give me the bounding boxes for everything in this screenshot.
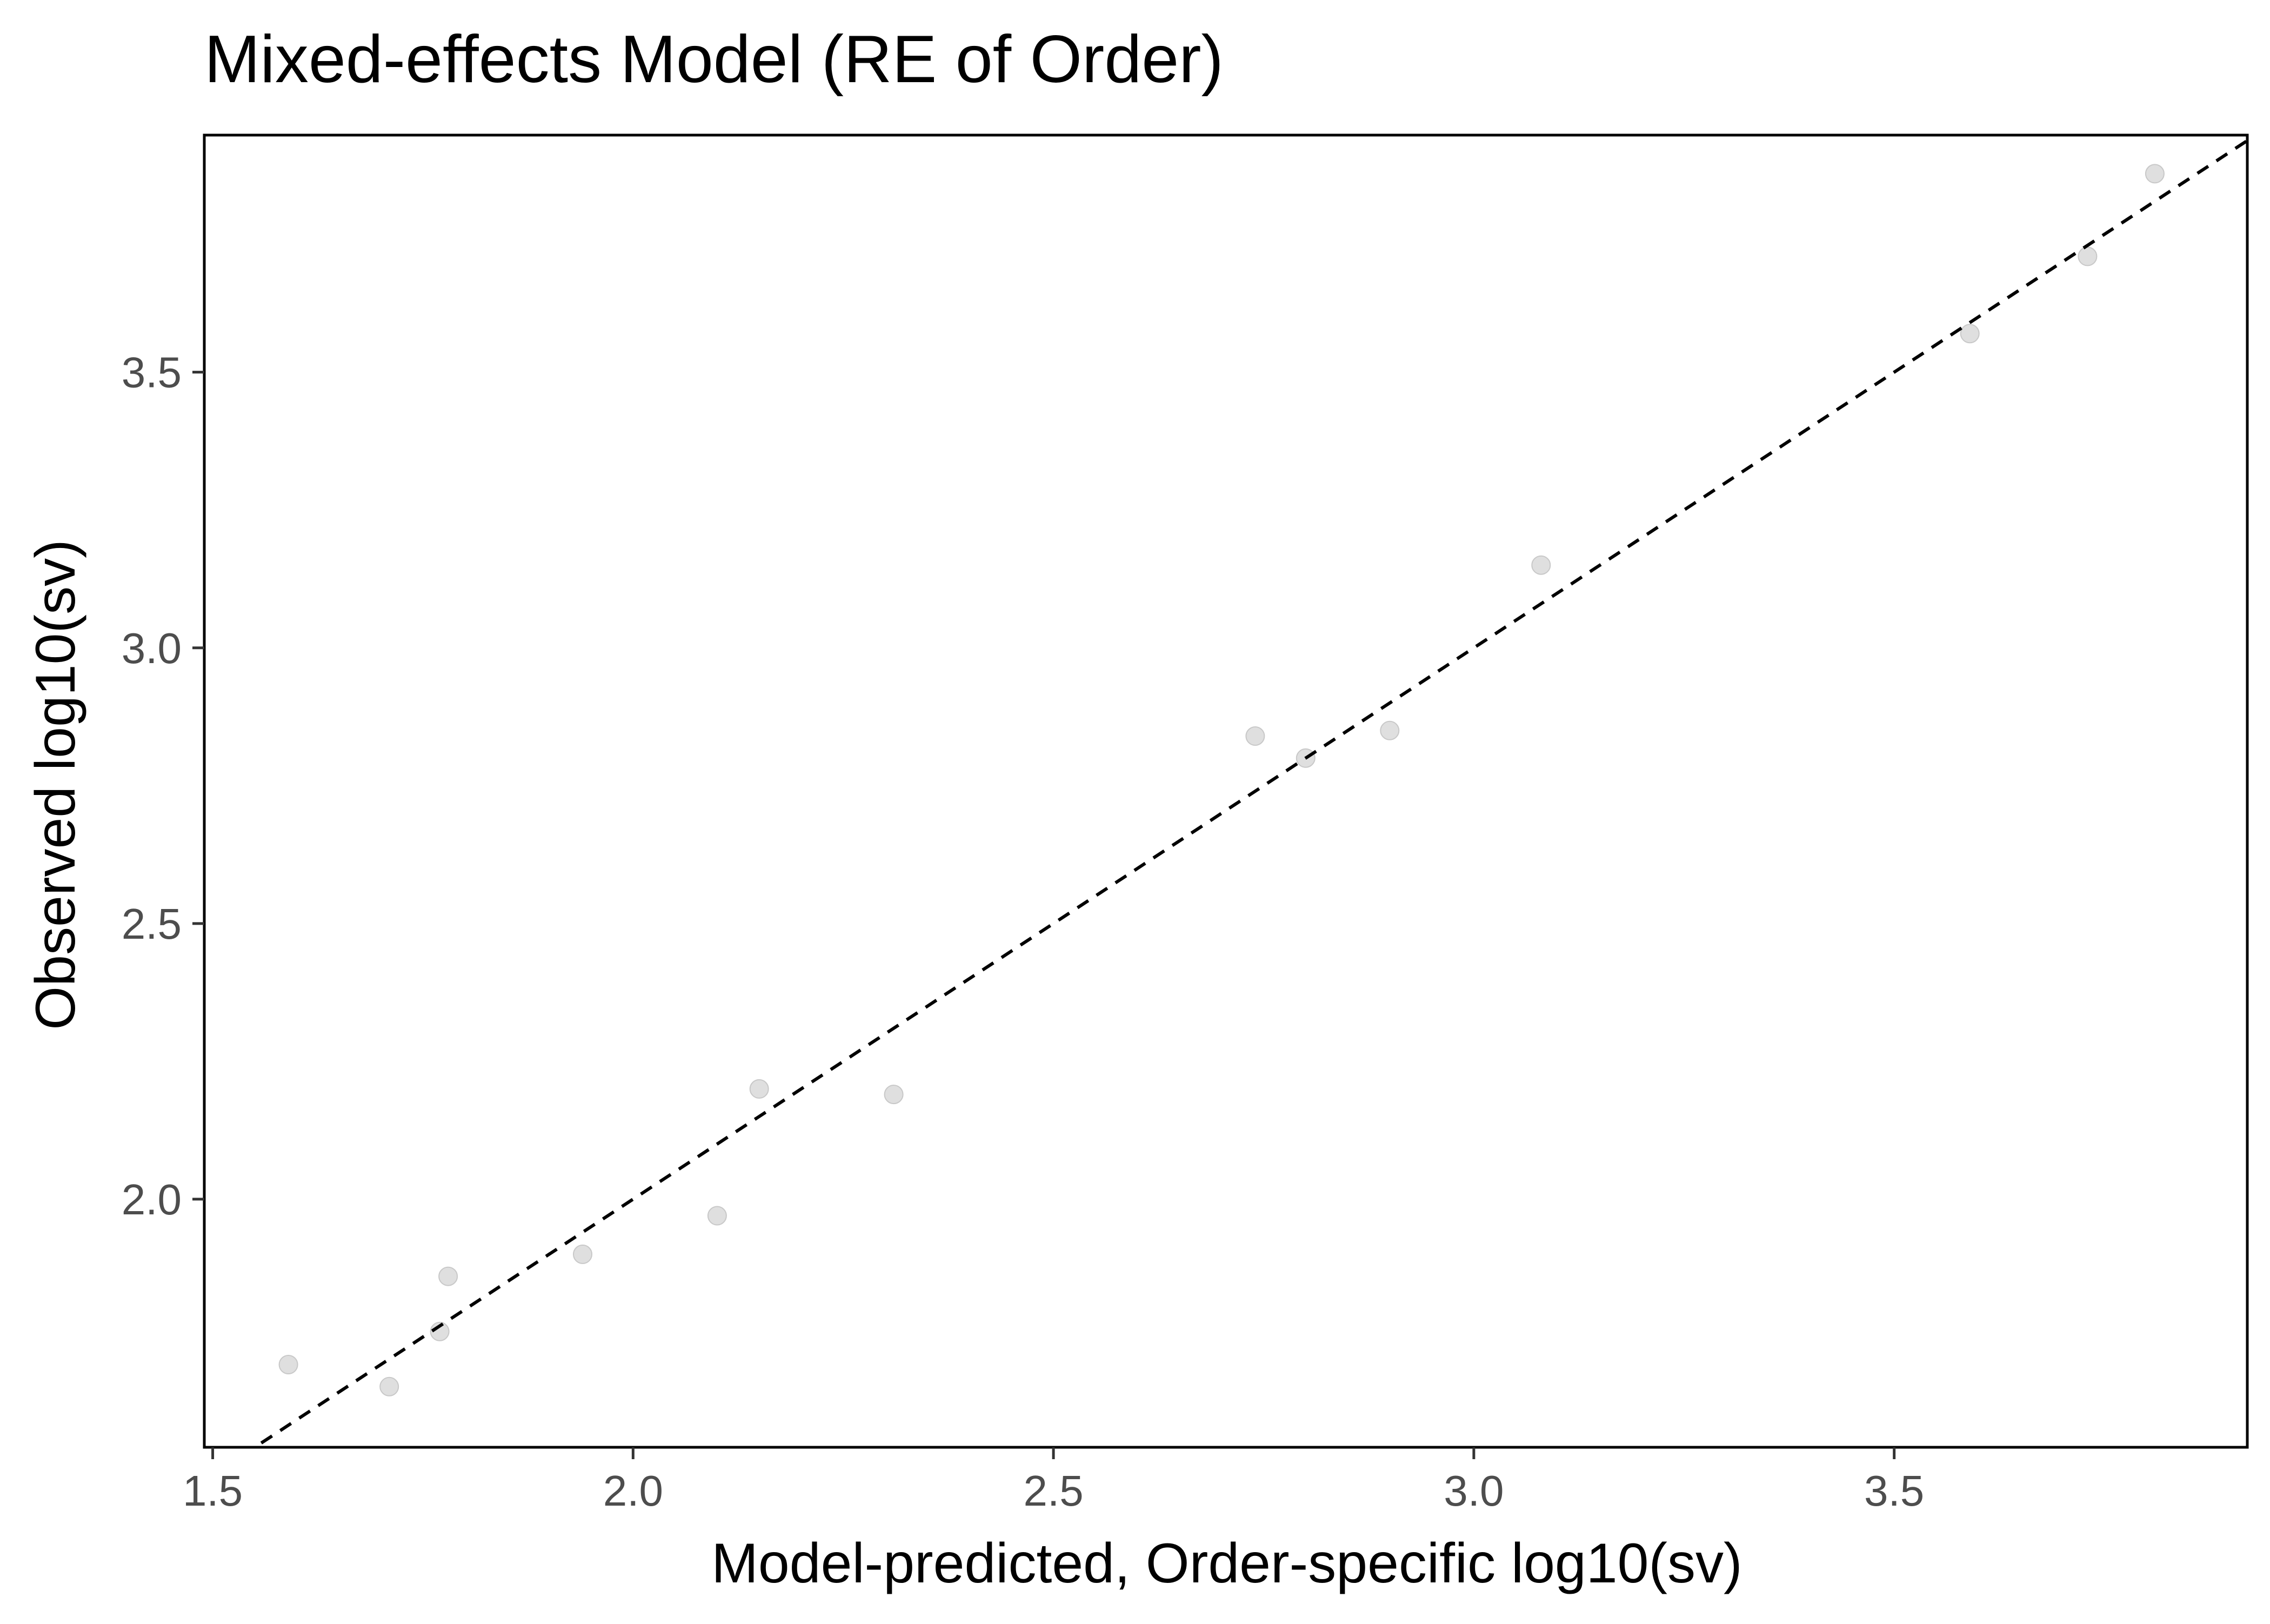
x-axis-label: Model-predicted, Order-specific log10(sv… — [711, 1532, 1742, 1595]
y-tick-label: 2.5 — [122, 900, 182, 948]
identity-reference-line — [251, 138, 2247, 1447]
data-point — [278, 1355, 298, 1374]
y-tick-label: 2.0 — [122, 1175, 182, 1224]
data-point — [884, 1085, 904, 1105]
data-point — [379, 1376, 399, 1396]
x-tick-label: 2.0 — [603, 1467, 663, 1515]
y-tick-label: 3.0 — [122, 624, 182, 672]
y-axis-label: Observed log10(sv) — [24, 539, 87, 1030]
chart-title: Mixed-effects Model (RE of Order) — [204, 22, 1224, 97]
data-point — [438, 1266, 458, 1286]
data-point — [1960, 324, 1980, 344]
x-tick-label: 3.5 — [1864, 1467, 1924, 1515]
data-point — [707, 1206, 727, 1226]
data-point — [749, 1079, 769, 1099]
plot-area: 1.5 2.0 2.5 3.0 3.5 2.0 2.5 3.0 3.5 — [122, 133, 2249, 1515]
data-point — [2078, 246, 2098, 266]
data-point — [430, 1321, 450, 1341]
x-tick-label: 1.5 — [183, 1467, 243, 1515]
data-point — [1380, 720, 1400, 740]
x-tick-label: 2.5 — [1024, 1467, 1084, 1515]
y-tick-label: 3.5 — [122, 349, 182, 397]
data-point — [2145, 164, 2165, 184]
data-point — [1245, 726, 1265, 746]
x-tick-label: 3.0 — [1444, 1467, 1504, 1515]
data-point — [1531, 555, 1551, 575]
plot-panel-border — [203, 133, 2249, 1449]
data-point — [573, 1244, 592, 1264]
